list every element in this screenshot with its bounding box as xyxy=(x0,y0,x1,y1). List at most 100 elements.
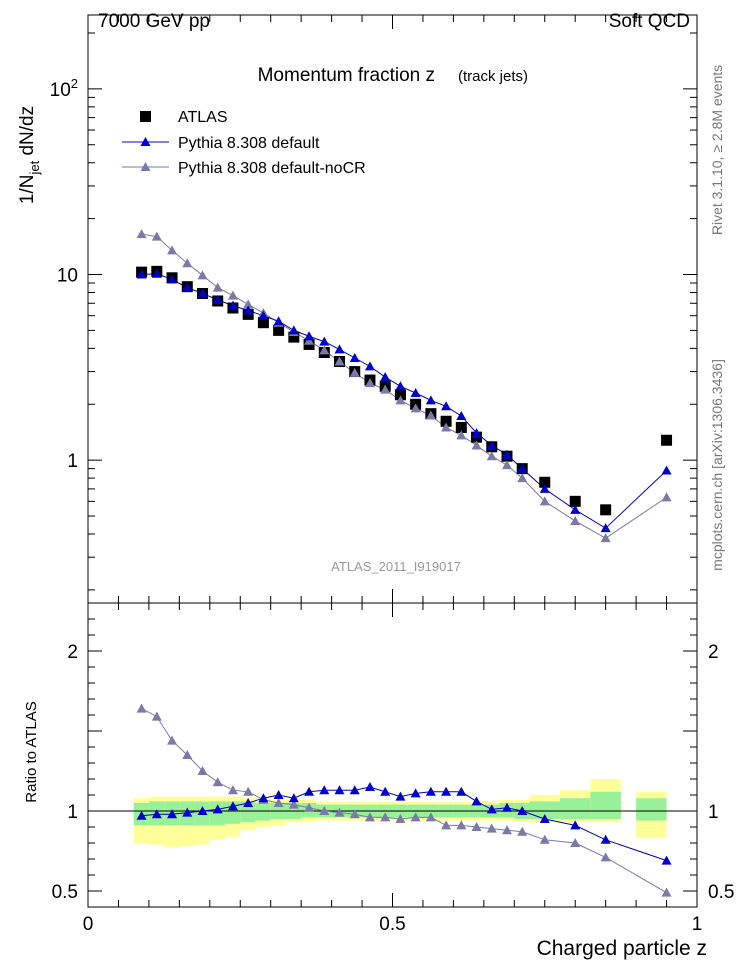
ratio-nocr-marker xyxy=(661,887,672,897)
ratio-nocr-marker xyxy=(410,812,421,822)
ratio-nocr-marker xyxy=(273,798,284,807)
atlas-data-point xyxy=(569,495,581,507)
ratio-nocr-marker xyxy=(349,809,360,819)
main-nocr-marker xyxy=(364,378,375,388)
atlas-data-point xyxy=(440,415,452,427)
main-y-tick-label: 1 xyxy=(67,451,78,472)
x-tick-label: 0.5 xyxy=(379,914,405,935)
ratio-default-marker xyxy=(501,802,512,812)
ratio-nocr-marker xyxy=(501,825,512,835)
ratio-default-marker xyxy=(600,834,611,844)
main-nocr-marker xyxy=(212,282,223,292)
main-nocr-marker xyxy=(661,492,672,502)
main-nocr-marker xyxy=(486,451,497,461)
main-nocr-marker xyxy=(349,367,360,377)
main-series-markers xyxy=(136,229,673,543)
ratio-default-marker xyxy=(349,785,360,795)
axis-ticks xyxy=(87,15,698,908)
main-default-marker xyxy=(410,387,421,397)
x-tick-label: 1 xyxy=(692,914,703,935)
ratio-default-marker xyxy=(197,806,208,815)
main-nocr-marker xyxy=(319,345,330,355)
ratio-nocr-marker xyxy=(167,735,178,745)
ratio-nocr-marker xyxy=(151,711,162,721)
main-default-line xyxy=(141,273,667,529)
atlas-data-point xyxy=(471,431,483,443)
ratio-y-axis-label: Ratio to ATLAS xyxy=(23,701,40,802)
ratio-nocr-marker xyxy=(471,822,482,831)
main-nocr-marker xyxy=(197,270,208,280)
ratio-default-marker xyxy=(304,786,315,796)
atlas-data-point xyxy=(661,434,673,446)
main-default-marker xyxy=(227,300,238,310)
main-nocr-marker xyxy=(182,258,193,268)
legend-default-label: Pythia 8.308 default xyxy=(178,135,320,152)
main-default-marker xyxy=(395,381,406,391)
main-default-marker xyxy=(167,274,178,284)
main-nocr-marker xyxy=(410,403,421,413)
ratio-default-marker xyxy=(539,814,550,823)
legend-atlas-marker xyxy=(140,111,151,122)
ratio-nocr-marker xyxy=(539,834,550,844)
ratio-default-marker xyxy=(410,788,421,798)
ratio-nocr-marker xyxy=(212,777,223,787)
main-default-marker xyxy=(517,463,528,473)
main-nocr-marker xyxy=(243,299,254,309)
main-nocr-marker xyxy=(136,229,147,239)
main-default-marker xyxy=(539,483,550,493)
ratio-nocr-marker xyxy=(570,838,581,847)
ratio-nocr-marker xyxy=(380,812,391,822)
main-default-marker xyxy=(456,410,467,420)
main-nocr-marker xyxy=(456,430,467,440)
main-default-marker xyxy=(471,428,482,438)
ratio-default-marker xyxy=(441,786,452,796)
ratio-band-inner xyxy=(529,801,560,819)
header-process-label: Soft QCD xyxy=(609,11,690,32)
ratio-nocr-marker xyxy=(243,786,254,796)
main-y-tick-exponent: 2 xyxy=(71,76,78,91)
main-default-marker xyxy=(334,344,345,354)
ratio-nocr-marker xyxy=(486,823,497,833)
ratio-default-marker xyxy=(486,804,497,814)
ratio-default-marker xyxy=(334,785,345,795)
header-energy-label: 7000 GeV pp xyxy=(98,11,210,32)
ratio-default-marker xyxy=(471,796,482,806)
main-nocr-marker xyxy=(501,460,512,470)
ratio-nocr-marker xyxy=(364,812,375,822)
ratio-nocr-marker xyxy=(600,852,611,862)
ratio-nocr-marker xyxy=(182,750,193,759)
ratio-default-marker xyxy=(288,793,299,803)
ratio-y-tick-label-right: 2 xyxy=(708,642,719,663)
main-default-marker xyxy=(501,449,512,459)
main-nocr-marker xyxy=(441,422,452,432)
main-default-marker xyxy=(349,353,360,363)
ratio-default-marker xyxy=(395,791,406,801)
ratio-default-marker xyxy=(151,809,162,819)
ratio-nocr-marker xyxy=(136,703,147,713)
main-default-marker xyxy=(425,395,436,405)
ratio-default-marker xyxy=(243,798,254,807)
main-y-tick-label: 102 xyxy=(50,76,78,101)
ratio-nocr-marker xyxy=(227,785,238,795)
main-default-marker xyxy=(258,310,269,320)
legend-atlas-label: ATLAS xyxy=(178,109,228,126)
ratio-y-tick-label-right: 1 xyxy=(708,802,719,823)
ratio-band-inner xyxy=(559,798,591,819)
x-tick-label: 0 xyxy=(83,914,94,935)
mcplots-citation-label: mcplots.cern.ch [arXiv:1306.3436] xyxy=(709,359,725,571)
ratio-nocr-marker xyxy=(319,806,330,815)
ratio-band-inner xyxy=(636,798,667,821)
main-default-marker xyxy=(441,401,452,411)
legend-nocr-label: Pythia 8.308 default-noCR xyxy=(178,160,366,177)
chart-title: Momentum fraction z xyxy=(258,65,435,86)
ratio-default-marker xyxy=(364,782,375,791)
main-nocr-marker xyxy=(539,496,550,506)
atlas-data-point xyxy=(600,504,612,516)
ratio-default-marker xyxy=(136,810,147,820)
main-default-marker xyxy=(136,269,147,279)
main-default-marker xyxy=(273,316,284,326)
ratio-default-marker xyxy=(517,806,528,815)
main-nocr-marker xyxy=(425,410,436,420)
ratio-nocr-marker xyxy=(334,807,345,817)
ratio-nocr-marker xyxy=(288,799,299,809)
